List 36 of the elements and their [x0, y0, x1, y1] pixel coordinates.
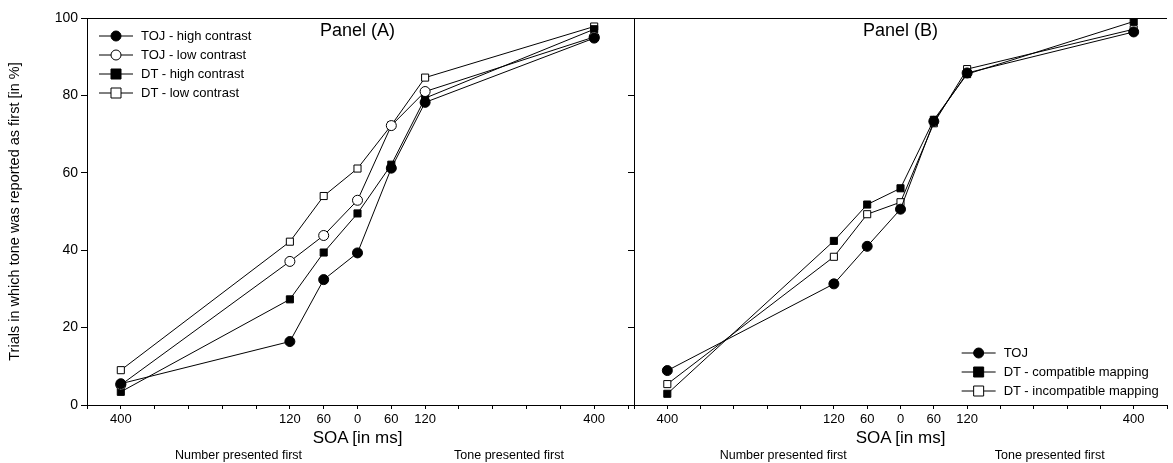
y-tick-label: 80	[62, 86, 79, 103]
legend-label: DT - high contrast	[141, 65, 245, 81]
x-tick-label: 120	[414, 411, 436, 427]
x-tick-label: 0	[896, 411, 905, 427]
chart-title: Panel (A)	[319, 19, 396, 40]
x-axis-title: SOA [in ms]	[312, 428, 403, 448]
x-axis-title: SOA [in ms]	[855, 428, 946, 448]
x-tick-label: 60	[859, 411, 875, 427]
legend-label: TOJ - low contrast	[141, 46, 247, 62]
legend-label: TOJ - high contrast	[141, 27, 252, 43]
y-tick-label: 100	[54, 8, 79, 25]
text: Tone presented first	[454, 448, 565, 463]
x-tick-label: 120	[956, 411, 978, 427]
legend-label: DT - incompatible mapping	[1003, 382, 1159, 398]
chart-title: Panel (B)	[862, 19, 939, 40]
x-tick-label: 0	[353, 411, 362, 427]
y-axis-title: Trials in which tone was reported as first [in %]	[5, 62, 22, 361]
x-tick-label: 60	[384, 411, 399, 427]
x-tick-label: 400	[1122, 411, 1145, 427]
y-tick-label: 60	[62, 163, 79, 180]
x-tick-label: 120	[823, 411, 845, 427]
text: Number presented first	[719, 448, 848, 463]
legend-label: TOJ	[1003, 344, 1028, 360]
x-tick-label: 60	[316, 411, 331, 427]
text: Tone presented first	[994, 448, 1106, 463]
x-tick-label: 60	[926, 411, 942, 427]
y-tick-label: 20	[62, 318, 79, 335]
y-tick-label: 40	[62, 241, 79, 258]
legend-label: DT - low contrast	[141, 84, 240, 100]
text: Number presented first	[174, 448, 303, 463]
x-tick-label: 400	[583, 411, 606, 427]
x-tick-label: 400	[109, 411, 132, 427]
y-tick-label: 0	[70, 395, 79, 412]
x-tick-label: 120	[279, 411, 301, 427]
x-tick-label: 400	[656, 411, 679, 427]
legend-label: DT - compatible mapping	[1003, 363, 1149, 379]
